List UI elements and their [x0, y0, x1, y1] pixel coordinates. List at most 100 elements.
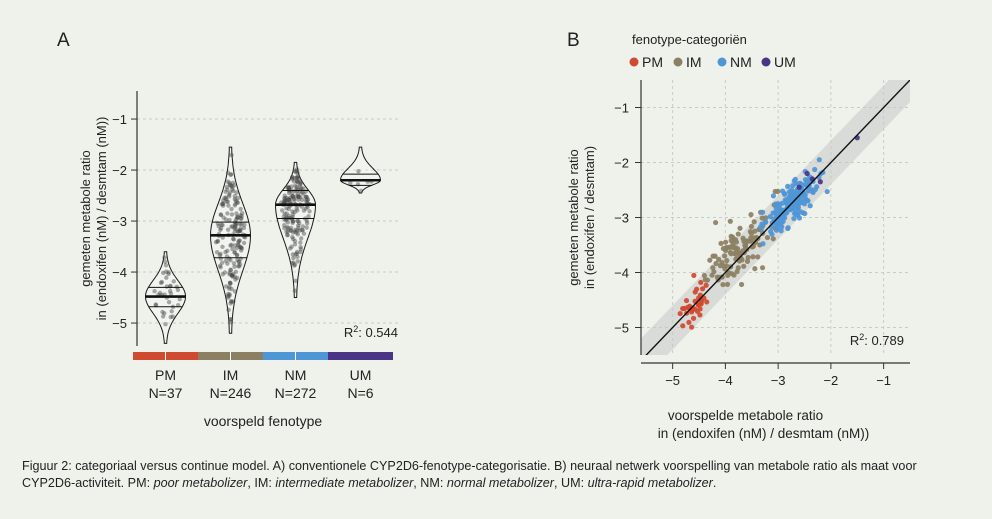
x-category-label: UM	[350, 367, 372, 383]
violin-point	[234, 245, 239, 251]
violin-point	[168, 291, 174, 296]
scatter-point-im	[735, 231, 741, 237]
violin-point	[231, 188, 236, 194]
violin-point	[238, 228, 243, 233]
violin-point	[236, 229, 241, 234]
scatter-point-nm	[789, 193, 795, 199]
scatter-point-im	[738, 281, 745, 288]
violin-point	[232, 289, 238, 294]
violin-point	[229, 286, 234, 292]
violin-point	[229, 206, 234, 212]
violin-point	[230, 273, 235, 278]
panel-b-y-label-line: gemeten metabole ratio	[566, 149, 581, 286]
panel-b-r2-annotation: R2: 0.789	[850, 332, 904, 348]
scatter-point-im	[716, 256, 722, 262]
scatter-point-im	[735, 265, 741, 271]
violin-point	[279, 208, 285, 213]
scatter-point-im	[701, 272, 708, 279]
violin-point	[218, 212, 224, 217]
violin-point	[304, 218, 310, 224]
violin-point	[283, 198, 289, 204]
violin-point	[214, 250, 220, 255]
violin-point	[218, 212, 224, 218]
violin-point	[296, 175, 301, 181]
x-category-label: NM	[285, 367, 307, 383]
violin-point	[228, 258, 233, 263]
violin-point	[241, 225, 247, 231]
violin-point	[286, 206, 291, 212]
violin-point	[161, 270, 166, 276]
violin-point	[296, 225, 301, 231]
violin-point	[225, 199, 230, 204]
violin-point	[285, 185, 290, 191]
scatter-point-im	[723, 263, 730, 269]
scatter-point-nm	[801, 201, 808, 207]
violin-point	[235, 275, 240, 281]
violin-point	[224, 196, 229, 202]
violin-point	[163, 263, 169, 268]
violin-point	[290, 175, 295, 180]
violin-point	[163, 322, 168, 327]
violin-point	[238, 206, 243, 212]
panel-b-x-label-line: voorspelde metabole ratio	[668, 408, 823, 423]
violin-point	[356, 168, 361, 174]
violin-point	[299, 236, 304, 241]
violin-point	[235, 216, 240, 221]
scatter-point-pm	[695, 302, 701, 308]
caption-um-term: ultra-rapid metabolizer	[587, 476, 713, 490]
scatter-point-im	[710, 265, 716, 271]
violin-point	[293, 169, 298, 175]
violin-point	[295, 179, 300, 185]
violin-point	[305, 197, 311, 202]
violin-point	[233, 222, 239, 227]
violin-point	[232, 203, 238, 208]
scatter-point-im	[726, 270, 732, 276]
violin-point	[232, 222, 238, 228]
violin-point	[234, 211, 239, 216]
panel-b-x-tick-label: −5	[665, 373, 680, 388]
scatter-point-im	[764, 234, 771, 241]
violin-point	[285, 229, 291, 234]
violin-nm	[274, 161, 317, 298]
violin-point	[286, 197, 292, 203]
violin-point	[292, 238, 298, 244]
violin-point	[225, 170, 231, 175]
violin-point	[162, 255, 167, 260]
violin-point	[290, 193, 295, 199]
violin-point	[232, 229, 238, 234]
scatter-point-im	[720, 245, 726, 252]
violin-point	[235, 214, 240, 219]
violin-point	[282, 193, 287, 198]
violin-point	[348, 180, 353, 186]
scatter-point-im	[737, 255, 743, 261]
violin-point	[305, 205, 310, 210]
violin-point	[236, 243, 241, 248]
violin-point	[287, 187, 292, 193]
violin-point	[282, 222, 287, 228]
scatter-point-im	[734, 252, 740, 258]
scatter-point-nm	[807, 203, 813, 209]
scatter-point-nm	[814, 184, 820, 190]
violin-point	[232, 264, 237, 269]
panel-a-label: A	[57, 30, 70, 51]
violin-point	[221, 198, 226, 203]
violin-point	[218, 227, 223, 233]
panel-a-r2-sup: 2	[353, 324, 358, 334]
violin-point	[223, 217, 229, 222]
violin-point	[233, 269, 239, 274]
scatter-point-nm	[770, 210, 776, 216]
violin-point	[229, 183, 234, 189]
panel-a-y-tick-label: −5	[112, 316, 127, 331]
violin-point	[215, 238, 221, 244]
violin-point	[235, 200, 241, 206]
scatter-point-im	[747, 228, 753, 235]
violin-point	[229, 273, 235, 278]
violin-point	[232, 196, 238, 202]
panel-b-y-tick-label: −5	[614, 321, 629, 336]
violin-point	[292, 288, 298, 293]
violin-point	[296, 195, 301, 200]
violin-point	[286, 213, 292, 219]
violin-point	[290, 218, 296, 224]
scatter-point-nm	[758, 226, 765, 232]
